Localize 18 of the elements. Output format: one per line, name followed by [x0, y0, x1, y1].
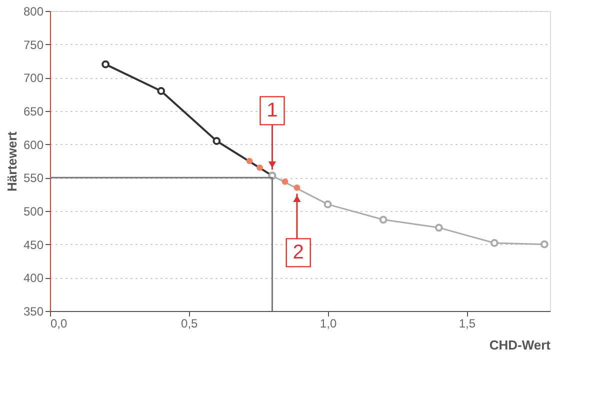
y-tick-label: 600 — [23, 138, 44, 152]
y-tick-label: 350 — [23, 304, 44, 318]
x-tick-label: 1,0 — [320, 316, 337, 330]
y-tick-label: 450 — [23, 238, 44, 252]
y-tick-label: 700 — [23, 71, 44, 86]
x-tick-label: 1,5 — [458, 316, 476, 330]
y-tick-label: 800 — [23, 4, 44, 18]
x-tick-label: 0,5 — [181, 316, 198, 330]
y-tick-label: 650 — [23, 104, 44, 118]
x-axis-title: CHD-Wert — [489, 338, 552, 352]
y-tick-label: 750 — [23, 38, 44, 52]
annotation: 1 — [266, 100, 278, 122]
y-tick-label: 500 — [23, 204, 44, 218]
annotation: 2 — [292, 242, 304, 264]
y-tick-label: 550 — [23, 171, 44, 186]
y-tick-label: 400 — [23, 271, 44, 286]
x-tick-label: 0,0 — [50, 316, 68, 330]
y-axis-title: Härtewert — [4, 130, 20, 192]
